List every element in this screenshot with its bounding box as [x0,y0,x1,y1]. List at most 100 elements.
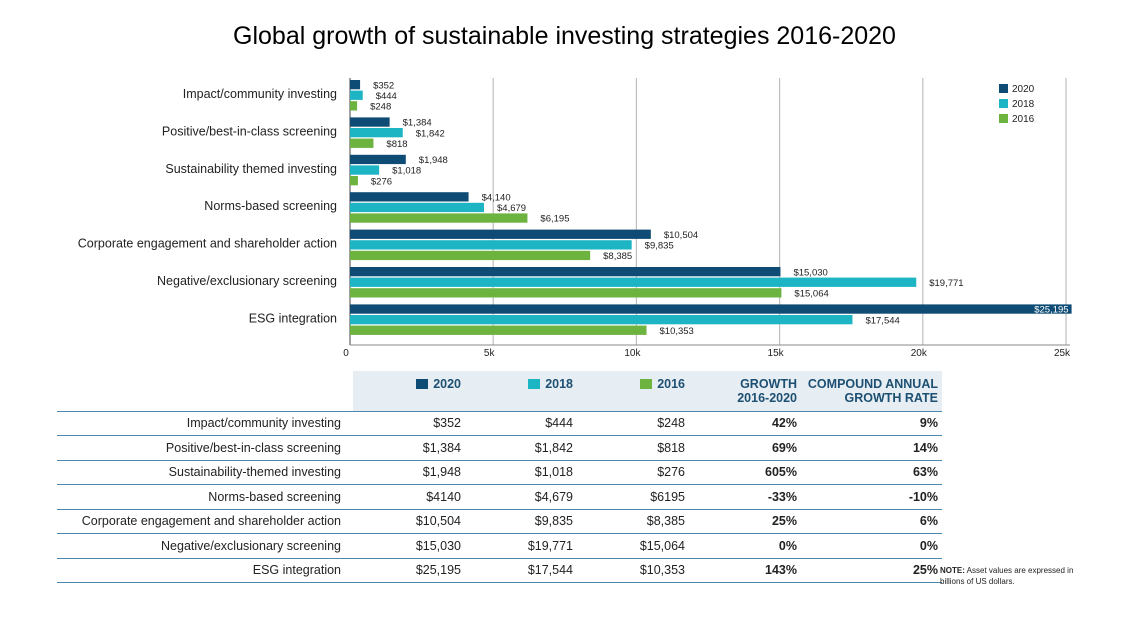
data-label: $25,195 [1034,305,1068,316]
bar-2016 [350,288,782,298]
bar-2018 [350,277,917,287]
bar-2018 [350,315,853,325]
data-label: $248 [370,102,391,113]
cell-2020: $1,948 [422,465,461,480]
bar-2020 [350,229,651,239]
cell-cagr: 9% [919,416,938,431]
cell-cagr: 0% [919,538,938,553]
data-label: $15,030 [793,267,827,278]
data-label: $17,544 [865,315,899,326]
cell-growth: 25% [771,514,797,529]
data-label: $1,018 [392,166,421,177]
cell-growth: 42% [771,416,797,431]
table-row: Sustainability-themed investing $1,948 $1,… [57,460,942,485]
cell-2016: $15,064 [639,538,685,553]
cell-growth: 143% [765,563,797,578]
row-label: Corporate engagement and shareholder act… [81,514,341,529]
data-label: $8,385 [603,251,632,262]
data-label: $444 [376,91,397,102]
bar-2020 [350,80,361,90]
header-blank [57,371,353,411]
data-label: $6,195 [540,214,569,225]
row-label: Sustainability-themed investing [168,465,341,480]
header-growth: GROWTH 2016-2020 [689,371,801,411]
cell-2018: $9,835 [534,514,573,529]
cell-2018: $4,679 [534,489,573,504]
bar-2016 [350,213,528,223]
cell-growth: 69% [771,440,797,455]
cell-growth: -33% [767,489,797,504]
legend-swatch-2018 [999,99,1008,108]
header-cagr: COMPOUND ANNUAL GROWTH RATE [801,371,942,411]
cell-cagr: -10% [908,489,938,504]
bar-2020 [350,304,1072,314]
data-label: $1,384 [403,118,432,129]
x-tick-label: 25k [1054,348,1071,359]
data-label: $19,771 [929,278,963,289]
cell-growth: 0% [778,538,797,553]
cell-2018: $17,544 [527,563,573,578]
bar-2018 [350,128,403,138]
row-label: Negative/exclusionary screening [161,538,341,553]
bar-2016 [350,101,358,111]
legend-label: 2020 [1012,84,1035,95]
legend-swatch-2020 [999,84,1008,93]
data-label: $9,835 [645,241,674,252]
category-label: Norms-based screening [204,199,337,213]
data-label: $4,140 [482,193,511,204]
cell-2016: $6195 [650,489,685,504]
bar-2018 [350,90,363,100]
row-label: Impact/community investing [186,416,341,431]
bar-2016 [350,176,358,186]
table-row: Negative/exclusionary screening $15,030 $1… [57,534,942,558]
data-label: $10,353 [660,326,694,337]
cell-2020: $1,384 [422,440,461,455]
cell-cagr: 63% [912,465,938,480]
bar-2020 [350,117,390,127]
cell-2018: $1,018 [534,465,573,480]
data-label: $10,504 [664,230,698,241]
cell-cagr: 14% [912,440,938,455]
legend-swatch-2016 [999,114,1008,123]
footnote: NOTE: Asset values are expressed in bill… [940,566,1074,586]
bar-2018 [350,240,632,250]
cell-2018: $444 [545,416,573,431]
table-row: Positive/best-in-class screening $1,384 $1… [57,436,942,460]
bar-chart: 0 5k 10k 15k 20k 25k Impact/community investin… [78,78,1072,359]
swatch-2020 [416,379,429,389]
x-tick-label: 10k [624,348,641,359]
row-label: Norms-based screening [208,489,341,504]
cell-2016: $818 [657,440,685,455]
bar-2016 [350,325,647,335]
cell-2020: $15,030 [415,538,461,553]
x-tick-label: 0 [343,348,349,359]
swatch-2018 [528,379,541,389]
cell-2020: $10,504 [415,514,461,529]
cell-2020: $352 [433,416,461,431]
x-tick-label: 20k [911,348,928,359]
data-table: 2020 2018 2016 GROWTH 2016-2020 COMPOUND … [57,371,942,583]
data-label: $4,679 [497,203,526,214]
data-label: $276 [371,176,392,187]
bar-2020 [350,192,469,202]
table-row: ESG integration $25,195 $17,544 $10,353 143%… [57,558,942,583]
bar-2020 [350,267,781,277]
legend-label: 2018 [1012,99,1035,110]
bar-2016 [350,250,591,261]
bar-2016 [350,138,374,148]
category-label: Corporate engagement and shareholder act… [78,237,337,251]
cell-2016: $248 [657,416,685,431]
legend-label: 2016 [1012,114,1035,125]
swatch-2016 [640,379,653,389]
category-label: Positive/best-in-class screening [162,124,337,138]
cell-2020: $4140 [426,489,461,504]
cell-2016: $10,353 [639,563,685,578]
chart-title: Global growth of sustainable investing s… [233,22,896,50]
data-table-container: 2020 2018 2016 GROWTH 2016-2020 COMPOUND … [57,371,942,583]
category-label: Sustainability themed investing [165,162,337,176]
table-row: Corporate engagement and shareholder act… [57,509,942,534]
data-label: $352 [373,80,394,91]
header-2016: 2016 [577,371,689,411]
table-row: Impact/community investing $352 $444 $248 42… [57,411,942,436]
row-label: ESG integration [252,563,341,578]
